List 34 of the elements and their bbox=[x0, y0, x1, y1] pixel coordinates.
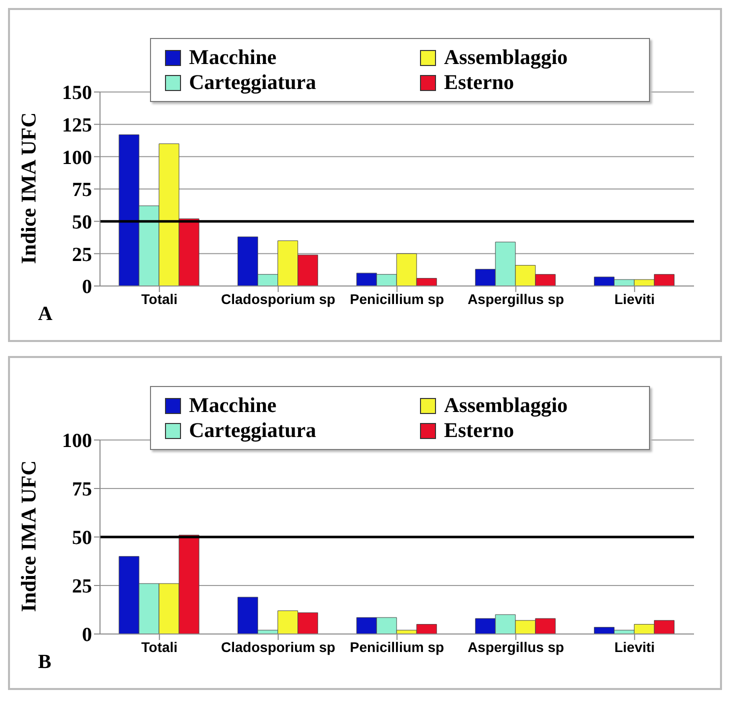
x-tick-label: Cladosporium sp bbox=[221, 638, 336, 655]
y-tick-label: 25 bbox=[72, 576, 92, 598]
y-tick-label: 125 bbox=[62, 114, 92, 136]
y-tick-label: 50 bbox=[72, 211, 92, 234]
y-tick-label: 75 bbox=[72, 179, 92, 202]
x-tick-label: Totali bbox=[141, 638, 178, 655]
x-tick-label: Lieviti bbox=[614, 290, 655, 307]
y-tick-label: 100 bbox=[62, 430, 92, 452]
x-tick-label: Aspergillus sp bbox=[468, 638, 564, 655]
x-tick-label: Penicillium sp bbox=[350, 638, 444, 655]
x-tick-label: Lieviti bbox=[614, 638, 655, 655]
legend-label: Assemblaggio bbox=[443, 45, 569, 70]
y-axis-title: Indice IMA UFC bbox=[16, 460, 40, 612]
legend-label: Assemblaggio bbox=[443, 393, 569, 418]
legend-label: Macchine bbox=[188, 393, 278, 418]
y-tick-label: 150 bbox=[62, 82, 92, 104]
x-tick-label: Totali bbox=[141, 290, 178, 307]
legend-label: Carteggiatura bbox=[188, 418, 318, 443]
y-tick-label: 25 bbox=[72, 244, 92, 266]
y-tick-label: 75 bbox=[72, 478, 92, 501]
x-tick-label: Cladosporium sp bbox=[221, 290, 336, 307]
legend-label: Macchine bbox=[188, 45, 278, 70]
x-tick-label: Penicillium sp bbox=[350, 290, 444, 307]
legend-label: Esterno bbox=[443, 418, 515, 443]
legend-label: Carteggiatura bbox=[188, 70, 318, 95]
y-tick-label: 50 bbox=[72, 527, 92, 550]
y-tick-label: 0 bbox=[82, 276, 92, 298]
legend-label: Esterno bbox=[443, 70, 515, 95]
y-tick-label: 0 bbox=[82, 624, 92, 646]
y-axis-title: Indice IMA UFC bbox=[16, 112, 40, 264]
x-tick-label: Aspergillus sp bbox=[468, 290, 564, 307]
text: A bbox=[38, 303, 52, 326]
text: B bbox=[38, 651, 52, 674]
y-tick-label: 100 bbox=[62, 146, 92, 169]
